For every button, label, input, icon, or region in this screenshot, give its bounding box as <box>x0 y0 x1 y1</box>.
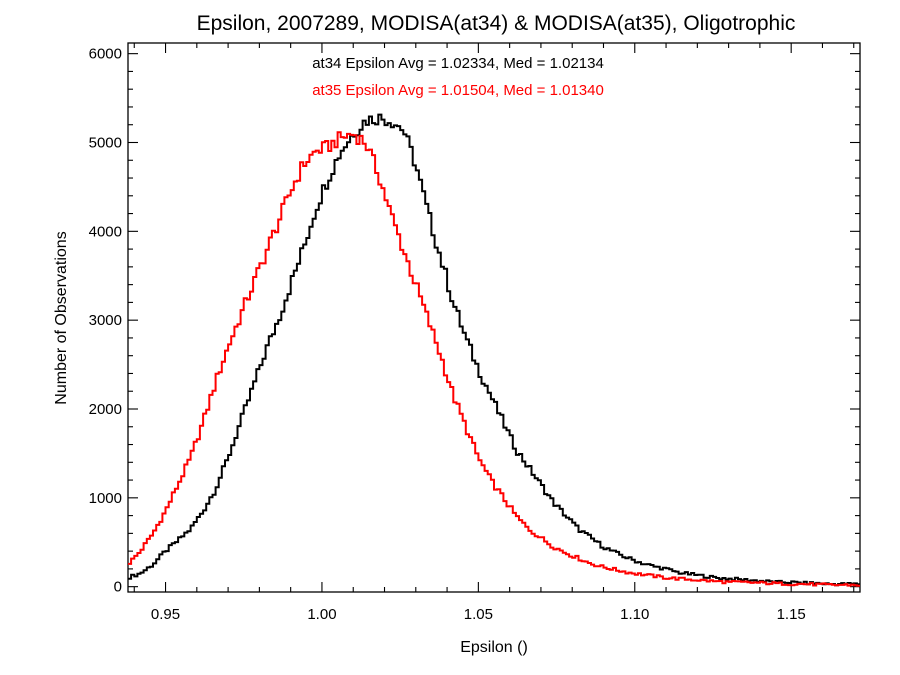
annotation-at34: at34 Epsilon Avg = 1.02334, Med = 1.0213… <box>312 55 604 72</box>
plot-frame <box>127 42 861 593</box>
x-tick-label: 1.05 <box>464 606 493 623</box>
y-tick-label: 5000 <box>89 134 122 151</box>
y-tick-label: 0 <box>114 579 122 596</box>
y-tick-label: 2000 <box>89 401 122 418</box>
y-axis-label: Number of Observations <box>53 231 70 404</box>
x-tick-label: 1.15 <box>777 606 806 623</box>
x-tick-label: 0.95 <box>151 606 180 623</box>
x-tick-label: 1.00 <box>307 606 336 623</box>
histogram-series-1 <box>128 131 860 587</box>
histogram-series-0 <box>128 113 860 587</box>
stats-annotations: at34 Epsilon Avg = 1.02334, Med = 1.0213… <box>312 55 604 99</box>
y-tick-label: 6000 <box>89 46 122 63</box>
plot-area: 0.95 1.00 1.05 1.10 1.15 0 1000 2000 3000 4000 50… <box>89 42 861 623</box>
y-tick-label: 4000 <box>89 223 122 240</box>
x-axis-label: Epsilon () <box>460 639 528 656</box>
x-tick-label: 1.10 <box>620 606 649 623</box>
y-axis-ticks: 0 1000 2000 3000 4000 5000 6000 <box>89 46 860 596</box>
series-group <box>128 113 860 587</box>
x-axis-ticks: 0.95 1.00 1.05 1.10 1.15 <box>133 43 855 623</box>
y-tick-label: 1000 <box>89 490 122 507</box>
y-tick-label: 3000 <box>89 312 122 329</box>
chart-title: Epsilon, 2007289, MODISA(at34) & MODISA(… <box>197 12 796 35</box>
annotation-at35: at35 Epsilon Avg = 1.01504, Med = 1.0134… <box>312 82 604 99</box>
